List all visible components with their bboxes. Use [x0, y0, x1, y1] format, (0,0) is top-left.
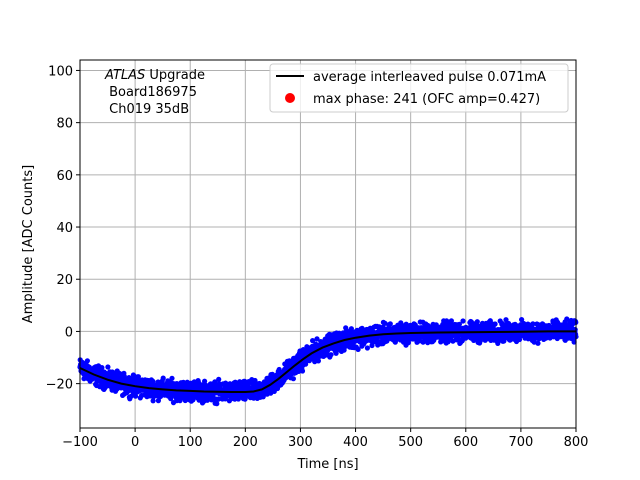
y-tick-label: 80 — [56, 117, 73, 132]
x-tick-label: 0 — [131, 435, 139, 450]
x-tick-label: 100 — [178, 435, 203, 450]
sample-point — [535, 340, 541, 346]
sample-point — [216, 376, 222, 382]
sample-point — [474, 319, 480, 325]
sample-point — [384, 338, 390, 344]
sample-point — [448, 318, 454, 324]
sample-point — [84, 358, 90, 364]
legend-box — [269, 63, 569, 113]
annotation-line-2: Board186975 — [105, 85, 197, 100]
sample-point — [564, 316, 570, 322]
sample-point — [99, 365, 105, 371]
y-tick-label: 60 — [56, 169, 73, 184]
y-tick-label: 40 — [56, 221, 73, 236]
sample-point — [530, 321, 536, 327]
annotation-atlas: ATLAS — [104, 68, 145, 83]
sample-point — [456, 321, 462, 327]
sample-point — [374, 338, 381, 344]
sample-point — [571, 339, 577, 345]
sample-point — [348, 326, 354, 332]
x-tick-label: 400 — [343, 435, 368, 450]
annotation-line-1: ATLAS Upgrade — [104, 68, 205, 83]
x-tick-label: 700 — [508, 435, 533, 450]
sample-point — [315, 358, 321, 364]
sample-point — [364, 345, 370, 351]
y-tick-label: −20 — [46, 378, 73, 393]
sample-point — [290, 376, 296, 382]
x-tick-label: 600 — [453, 435, 478, 450]
sample-point — [150, 398, 156, 404]
average-pulse-line — [79, 330, 576, 393]
sample-point — [519, 317, 525, 323]
sample-point — [387, 321, 393, 327]
sample-point — [445, 339, 451, 345]
atlas-annotation: ATLAS Upgrade Board186975 Ch019 35dB — [104, 68, 205, 117]
legend-label-average: average interleaved pulse 0.071mA — [313, 70, 546, 85]
x-tick-label: 800 — [564, 435, 589, 450]
legend: average interleaved pulse 0.071mA max ph… — [269, 63, 569, 113]
sample-point — [310, 338, 316, 344]
sample-point — [105, 364, 111, 370]
y-tick-label: 0 — [65, 325, 73, 340]
sample-point — [299, 368, 306, 374]
legend-dot-swatch — [285, 93, 295, 103]
sample-point — [492, 321, 498, 327]
x-tick-label: 300 — [288, 435, 313, 450]
sample-point — [150, 378, 156, 384]
y-tick-label: 100 — [48, 64, 73, 79]
sample-point — [355, 346, 361, 352]
sample-point — [460, 318, 466, 324]
sample-point — [168, 394, 174, 400]
axis-ticks: −100 0 100 200 300 400 500 600 700 800 −20 0 20 40 60 8… — [46, 64, 589, 450]
sample-point — [169, 375, 175, 381]
sample-point — [328, 352, 334, 358]
x-tick-label: 200 — [233, 435, 258, 450]
sample-point — [314, 336, 320, 342]
sample-point — [341, 347, 347, 353]
y-axis-title: Amplitude [ADC Counts] — [21, 165, 36, 323]
sample-point — [503, 317, 509, 323]
y-tick-label: 20 — [56, 273, 73, 288]
sample-point — [214, 401, 220, 407]
annotation-line-3: Ch019 35dB — [105, 102, 189, 117]
plot-area-frame — [79, 59, 577, 429]
sample-point — [444, 318, 450, 324]
sample-point — [369, 342, 375, 349]
x-tick-label: 500 — [398, 435, 423, 450]
legend-label-max-phase: max phase: 241 (OFC amp=0.427) — [313, 92, 540, 107]
annotation-upgrade: Upgrade — [145, 68, 205, 83]
x-tick-label: −100 — [62, 435, 98, 450]
x-axis-title: Time [ns] — [296, 457, 358, 472]
sample-point — [160, 375, 166, 381]
sample-point — [216, 396, 222, 402]
